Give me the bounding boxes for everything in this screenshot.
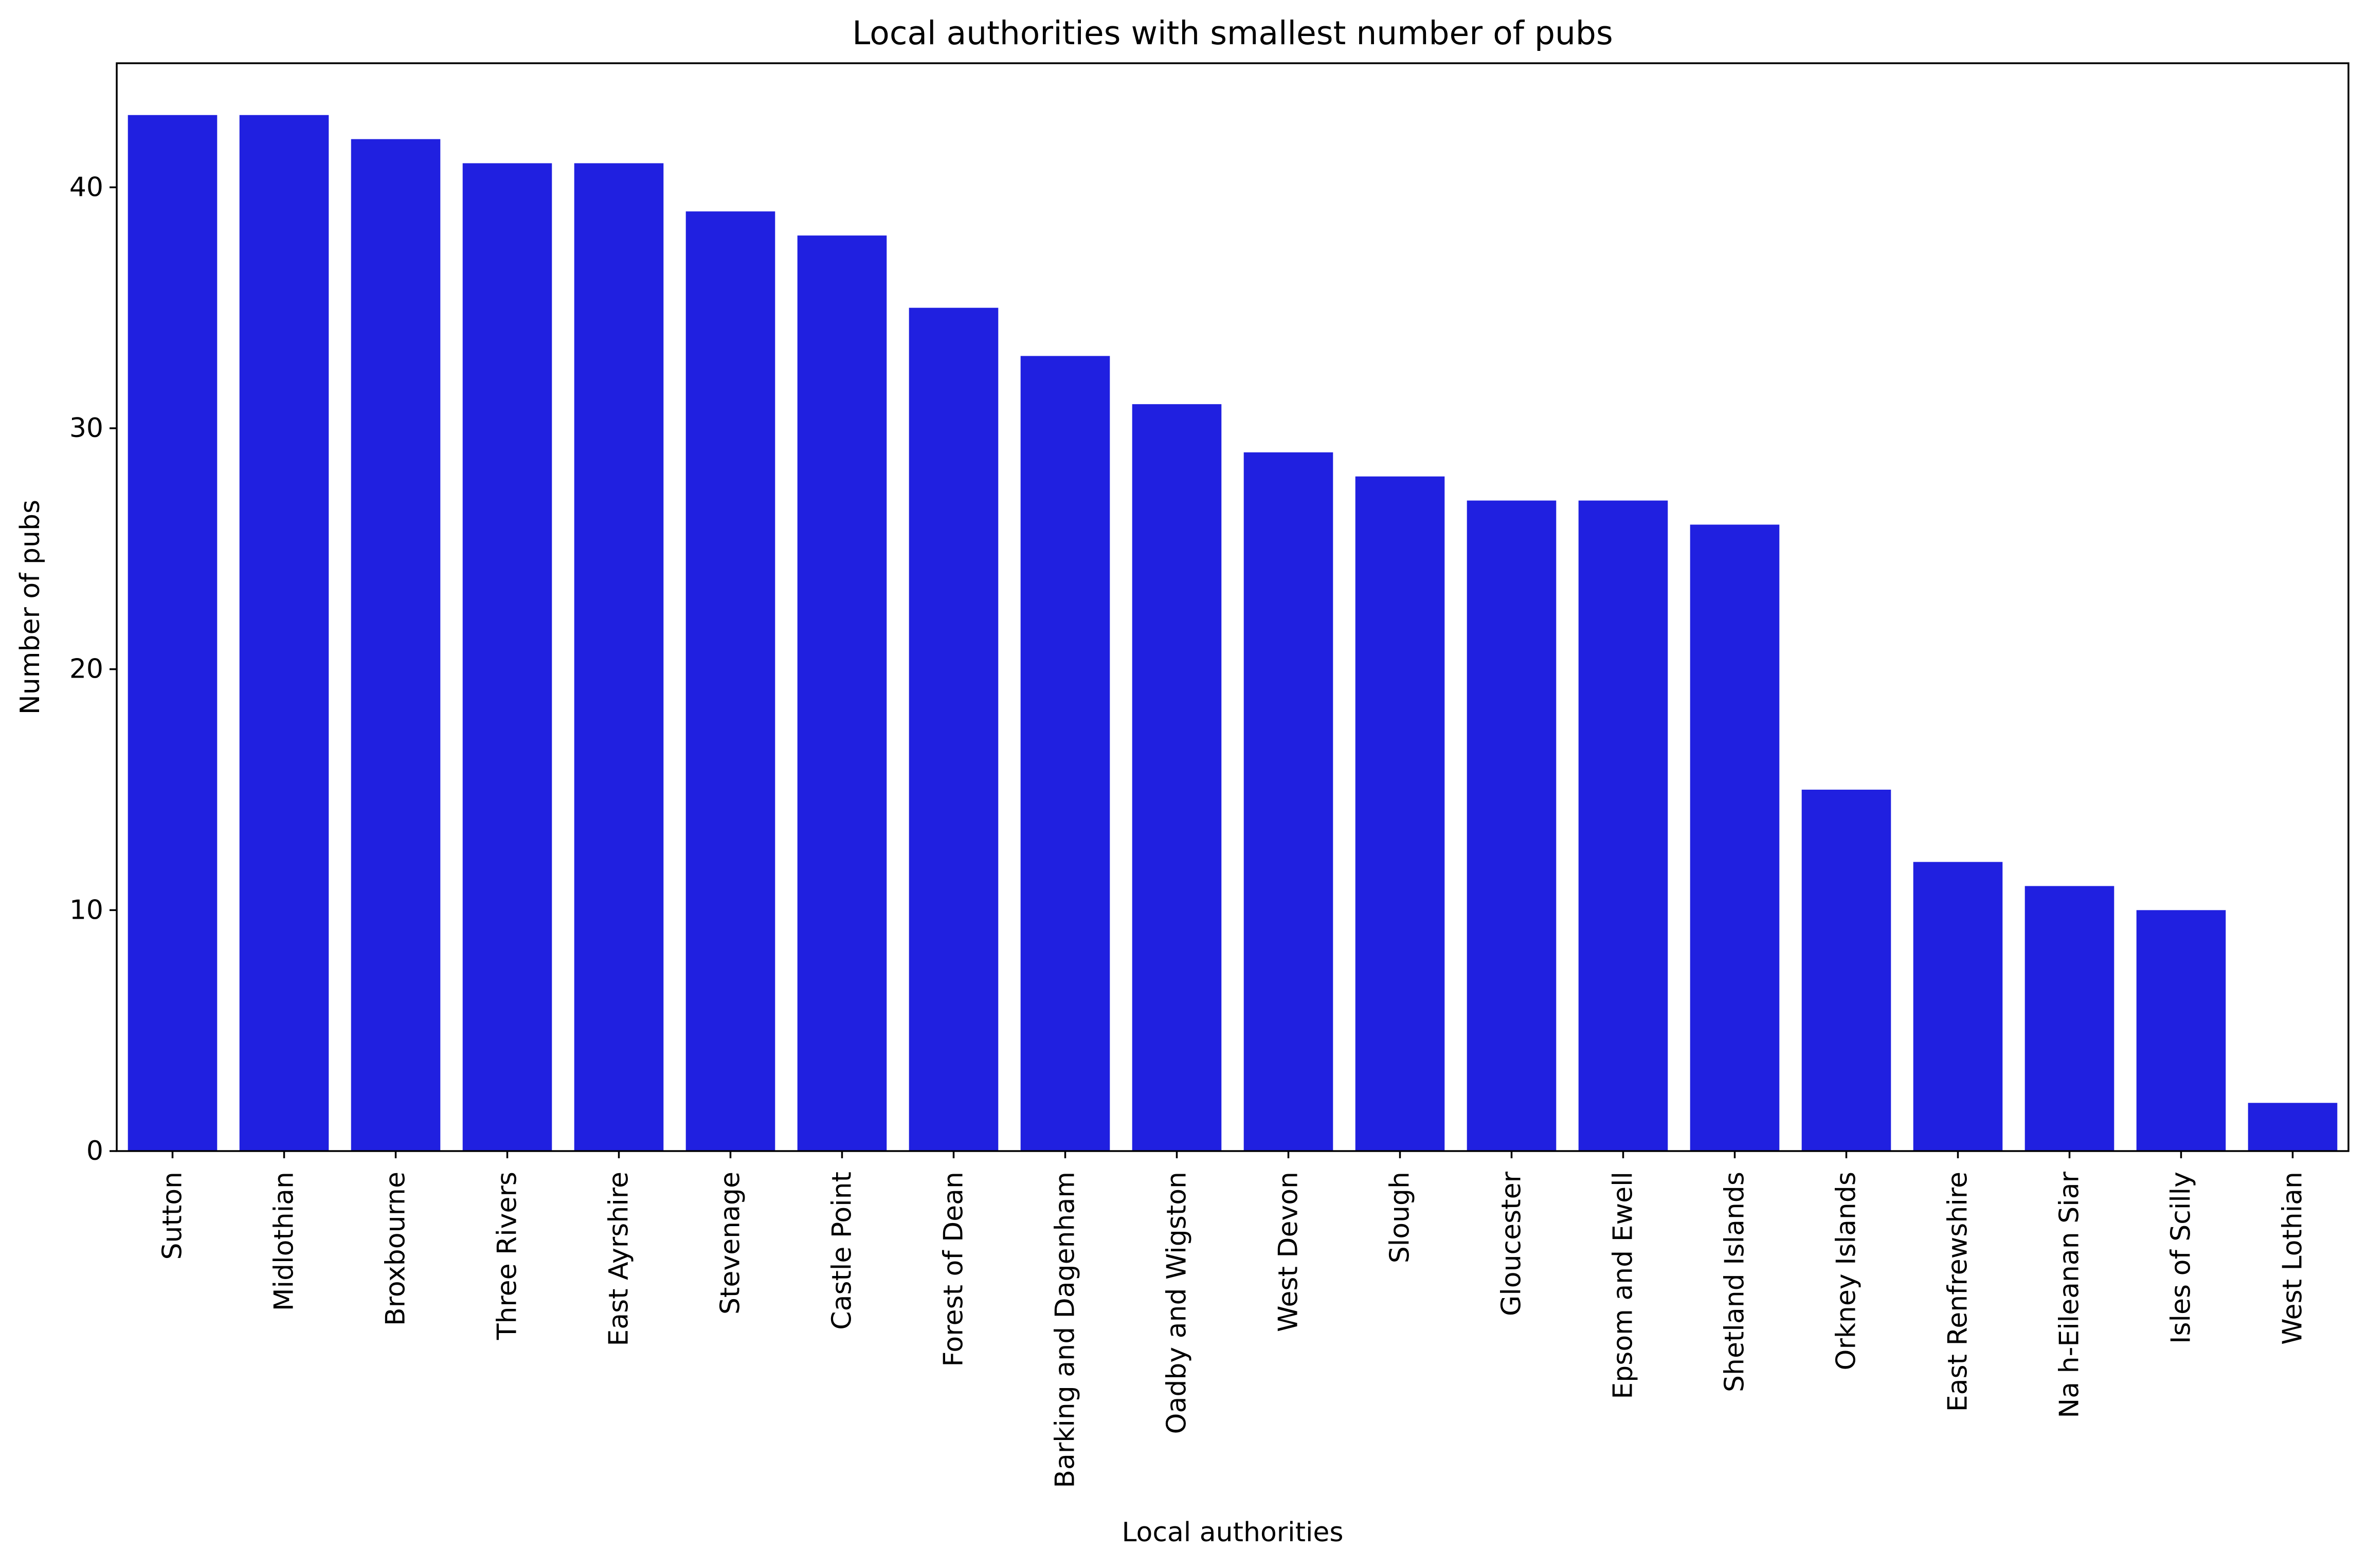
y-axis-label: Number of pubs [15, 500, 46, 715]
bar-west-devon [1243, 452, 1333, 1151]
x-tick-label: East Renfrewshire [1943, 1172, 1974, 1412]
x-tick-label: Isles of Scilly [2166, 1172, 2197, 1344]
x-tick-label: Stevenage [715, 1172, 746, 1315]
bar-east-renfrewshire [1913, 862, 2003, 1151]
x-tick-label: West Lothian [2277, 1172, 2308, 1345]
y-tick-label: 0 [86, 1136, 103, 1166]
y-tick-label: 20 [69, 654, 103, 685]
x-tick-label: Oadby and Wigston [1162, 1172, 1192, 1434]
x-tick-label: Na h-Eileanan Siar [2054, 1171, 2085, 1418]
bars-layer [128, 115, 2338, 1152]
bar-sutton [128, 115, 218, 1151]
bar-broxbourne [351, 139, 441, 1151]
bar-barking-and-dagenham [1020, 356, 1110, 1152]
bar-west-lothian [2248, 1103, 2338, 1151]
x-tick-label: Gloucester [1496, 1171, 1527, 1316]
x-axis: Sutton Midlothian Broxbourne Three Rivers Ea… [157, 1151, 2308, 1488]
x-tick-label: Orkney Islands [1831, 1172, 1862, 1370]
x-tick-label: Sutton [157, 1172, 188, 1260]
y-tick-label: 40 [69, 172, 103, 203]
x-tick-label: Slough [1385, 1172, 1416, 1263]
bar-three-rivers [462, 163, 552, 1151]
bar-shetland-islands [1690, 524, 1780, 1152]
x-tick-label: Three Rivers [492, 1172, 523, 1340]
y-axis: 0 10 20 30 40 [69, 172, 117, 1166]
x-tick-label: Forest of Dean [938, 1172, 969, 1367]
bar-midlothian [239, 115, 329, 1151]
bar-orkney-islands [1801, 790, 1891, 1151]
bar-gloucester [1467, 500, 1557, 1151]
x-tick-label: Midlothian [269, 1172, 300, 1311]
x-tick-label: West Devon [1273, 1172, 1304, 1332]
bar-forest-of-dean [909, 307, 999, 1151]
plot-area-frame [116, 62, 2349, 1152]
bar-isles-of-scilly [2136, 910, 2226, 1151]
x-tick-label: Shetland Islands [1720, 1172, 1750, 1392]
y-tick-label: 30 [69, 413, 103, 444]
y-tick-label: 10 [69, 895, 103, 925]
chart-title: Local authorities with smallest number o… [852, 14, 1613, 52]
bar-east-ayrshire [574, 163, 664, 1151]
bar-stevenage [685, 211, 775, 1151]
bar-castle-point [797, 235, 887, 1151]
x-tick-label: East Ayrshire [604, 1172, 635, 1346]
x-tick-label: Barking and Dagenham [1050, 1172, 1081, 1488]
x-tick-label: Epsom and Ewell [1608, 1172, 1639, 1399]
bar-slough [1355, 476, 1445, 1151]
bar-epsom-and-ewell [1578, 500, 1668, 1151]
x-axis-label: Local authorities [1122, 1517, 1343, 1548]
bar-oadby-and-wigston [1132, 404, 1222, 1151]
x-tick-label: Castle Point [827, 1172, 858, 1330]
x-tick-label: Broxbourne [381, 1172, 411, 1326]
bar-na-h-eileanan-siar [2024, 886, 2114, 1151]
